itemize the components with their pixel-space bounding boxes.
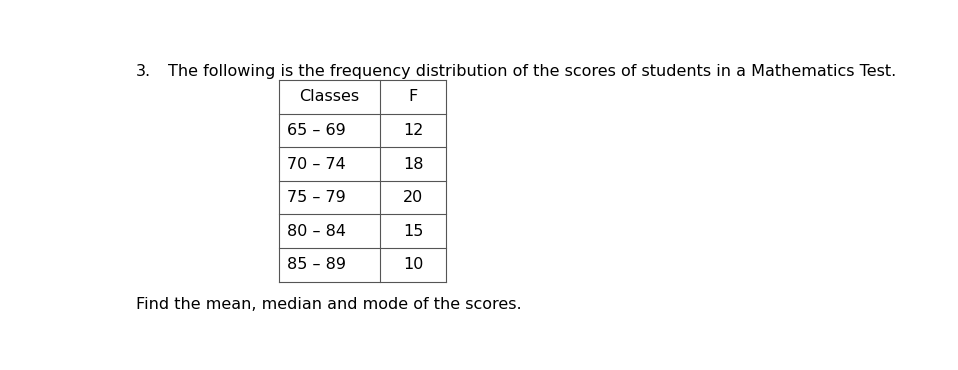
Text: F: F	[408, 89, 418, 104]
Text: 80 – 84: 80 – 84	[286, 224, 346, 239]
Text: 20: 20	[403, 190, 423, 205]
Text: 10: 10	[402, 258, 423, 272]
Text: 65 – 69: 65 – 69	[286, 123, 346, 138]
Text: 75 – 79: 75 – 79	[286, 190, 346, 205]
Text: Classes: Classes	[300, 89, 359, 104]
Text: 70 – 74: 70 – 74	[286, 157, 346, 172]
Text: 3.: 3.	[136, 64, 151, 79]
Text: Find the mean, median and mode of the scores.: Find the mean, median and mode of the sc…	[136, 297, 522, 312]
Text: 15: 15	[402, 224, 423, 239]
Text: 85 – 89: 85 – 89	[286, 258, 346, 272]
Text: 18: 18	[402, 157, 423, 172]
Text: The following is the frequency distribution of the scores of students in a Mathe: The following is the frequency distribut…	[168, 64, 897, 79]
Text: 12: 12	[402, 123, 423, 138]
